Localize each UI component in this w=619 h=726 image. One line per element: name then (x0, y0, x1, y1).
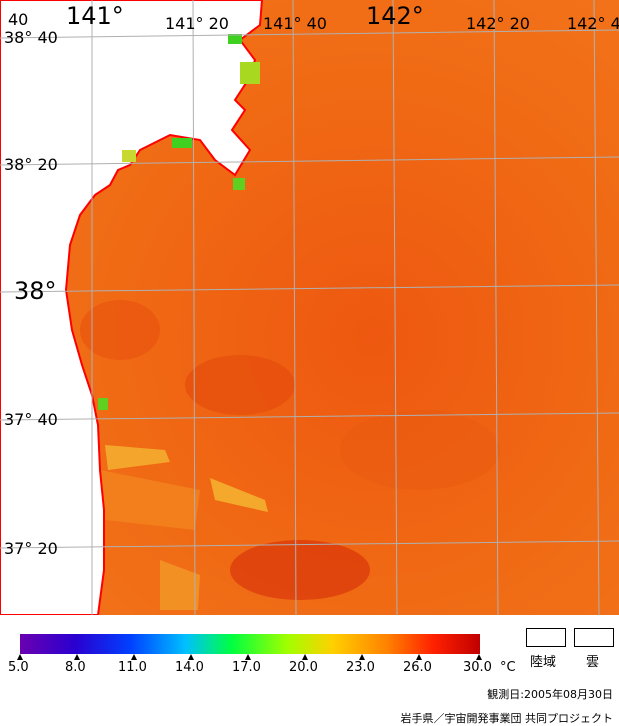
lon-label: 142° 4 (567, 14, 619, 33)
land-label: 陸域 (530, 655, 557, 670)
green-spot (172, 138, 192, 148)
warm-patch (230, 540, 370, 600)
temperature-color-scale (17, 634, 482, 660)
cool-streak (100, 470, 200, 530)
lon-label: 40 (8, 10, 29, 29)
land-swatch (526, 628, 566, 647)
lat-label: 37° 40 (4, 410, 58, 429)
lat-label: 38° (14, 277, 57, 305)
lon-label: 141° 40 (263, 14, 327, 33)
sea-surface-temperature-map (0, 0, 619, 615)
cloud-label: 雲 (586, 655, 600, 670)
cool-streak (210, 478, 268, 512)
lon-label: 141° 20 (165, 14, 229, 33)
lon-label: 142° 20 (466, 14, 530, 33)
green-spot (240, 62, 260, 84)
lon-label: 142° (366, 2, 424, 30)
cloud-swatch (574, 628, 614, 647)
credit-text: 岩手県／宇宙開発事業団 共同プロジェクト (400, 712, 614, 725)
scale-tick-label: 20.0 (289, 660, 318, 675)
lon-label: 141° (66, 2, 124, 30)
scale-tick-label: 23.0 (346, 660, 375, 675)
scale-tick-label: 11.0 (118, 660, 147, 675)
warm-patch (80, 300, 160, 360)
lat-label: 38° 20 (4, 155, 58, 174)
cool-streak (105, 445, 170, 470)
green-spot (233, 178, 245, 190)
warm-patch (185, 355, 295, 415)
tick-markers (17, 654, 482, 660)
graticule (0, 0, 619, 615)
green-spot (98, 398, 108, 410)
observation-date: 観測日:2005年08月30日 (487, 688, 613, 701)
cool-streak (160, 560, 200, 610)
scale-tick-label: 14.0 (175, 660, 204, 675)
scale-tick-label: 17.0 (232, 660, 261, 675)
warm-patch (340, 410, 500, 490)
scale-tick-label: 30.0 (463, 660, 492, 675)
scale-tick-label: 8.0 (65, 660, 86, 675)
color-bar (20, 634, 480, 654)
green-spot (228, 34, 242, 44)
lat-label: 37° 20 (4, 539, 58, 558)
lat-label: 38° 40 (4, 28, 58, 47)
green-spot (122, 150, 136, 162)
scale-tick-label: 5.0 (8, 660, 29, 675)
scale-unit: °C (500, 660, 516, 675)
scale-tick-label: 26.0 (403, 660, 432, 675)
